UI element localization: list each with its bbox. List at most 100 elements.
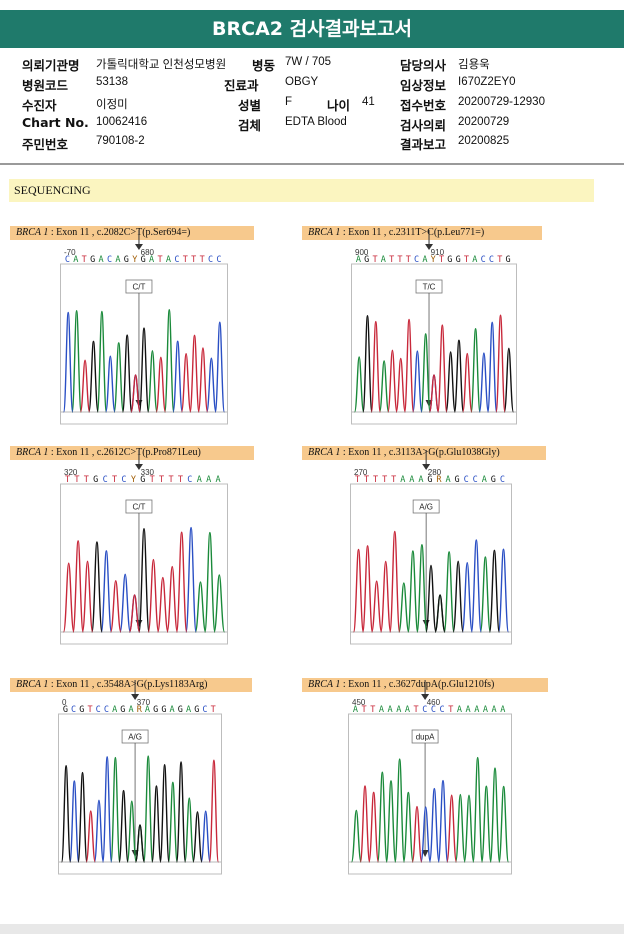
trace-peak [147,558,160,633]
base-call: A [145,705,150,715]
trace-peak [479,556,492,633]
trace-peak [453,339,465,413]
base-call: C [71,705,76,715]
trace-peak [204,531,216,633]
base-call: C [489,255,494,265]
institution-label: 의뢰기관명 [22,58,80,73]
trace-peak [159,764,170,863]
trace-peak [368,791,380,863]
trace-peak [495,314,506,413]
trace-peak [189,334,200,413]
trace-peak [463,794,475,863]
trace-peak [213,574,226,633]
base-call: T [372,255,377,265]
base-call: C [65,255,70,265]
trace-peak [147,350,158,413]
base-call: T [74,475,79,485]
base-call: C [422,705,427,715]
base-call: T [150,475,155,485]
position-left: 270 [354,468,368,477]
genotype-call: A/G [128,733,142,742]
chart-no-label: Chart No. [22,115,89,130]
gene-name: BRCA 1 [308,227,341,238]
base-call: C [202,705,207,715]
base-call: C [96,705,101,715]
trace-peak [155,356,167,413]
base-call: T [112,475,117,485]
hospital-code-label: 병원코드 [22,78,69,93]
base-call: C [187,475,192,485]
base-call: C [473,475,478,485]
base-call: T [211,705,216,715]
base-call: A [115,255,120,265]
trace-frame [350,483,512,645]
trace-peak [359,785,371,863]
variant-arrow-icon [425,244,434,250]
trace-peak [380,560,392,633]
base-call: A [405,705,410,715]
request-date-value: 20200729 [458,116,510,128]
base-call: A [492,705,497,715]
base-call: A [112,705,117,715]
base-call: T [414,705,419,715]
chromatogram-panel: BRCA 1 : Exon 11 , c.3548A>G(p.Lys1183Ar… [10,678,252,890]
genotype-call: dupA [416,733,435,742]
base-call: A [409,475,414,485]
receipt-no-value: 20200729-12930 [458,96,545,108]
trace-peak [443,551,455,633]
position-left: 450 [352,698,366,707]
institution-value: 가톨릭대학교 인천성모병원 [96,59,227,71]
variant-arrow-icon [422,464,431,470]
base-call: A [73,255,78,265]
trace-peak [138,327,150,413]
base-call: A [396,705,401,715]
base-call: G [120,705,125,715]
trace-peak [72,540,84,633]
base-call: C [464,475,469,485]
variant-title: BRCA 1 : Exon 11 , c.2311T>C(p.Leu771=) [302,226,542,240]
trace-peak [385,780,397,863]
trace-peak [88,340,99,413]
trace-peak [387,349,398,413]
trace-frame [60,483,228,645]
trace-peak [121,334,133,413]
base-call: A [206,475,211,485]
trace-peak [428,787,440,863]
trace-peak [454,793,466,863]
trace-peak [163,309,175,413]
variant-arrow-icon [421,694,430,700]
base-call: C [431,705,436,715]
age-value: 41 [362,96,375,108]
base-call: T [168,475,173,485]
trace-peak [93,799,105,863]
trace-peak [428,374,440,413]
trace-peak [167,781,179,863]
position-right: 460 [427,698,441,707]
position-right: 370 [137,698,151,707]
base-call: G [124,255,129,265]
base-call: A [400,475,405,485]
trace-peak [353,356,365,413]
resident-no-value: 790108-2 [96,135,145,147]
trace-peak [445,351,456,413]
report-date-value: 20200825 [458,135,510,147]
base-call: T [439,255,444,265]
variant-description: : Exon 11 , c.3627dupA(p.Glu1210fs) [342,679,495,690]
base-call: A [186,705,191,715]
request-date-label: 검사의뢰 [400,118,447,133]
trace-peak [91,541,103,633]
base-call: A [129,705,134,715]
genotype-call: A/G [419,503,433,512]
base-call: A [445,475,450,485]
variant-description: : Exon 11 , c.2311T>C(p.Leu771=) [342,227,485,238]
variant-arrow-icon [134,464,143,470]
base-call: A [457,705,462,715]
trace-peak [461,352,473,413]
base-call: T [159,475,164,485]
trace-peak [69,780,80,863]
report-date-label: 결과보고 [400,137,447,152]
base-call: T [370,705,375,715]
base-call: A [418,475,423,485]
